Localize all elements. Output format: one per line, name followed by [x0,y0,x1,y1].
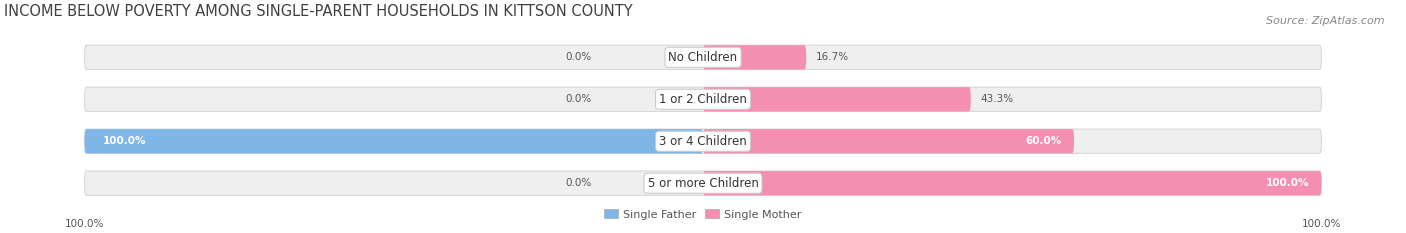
FancyBboxPatch shape [703,129,1074,153]
FancyBboxPatch shape [84,129,1322,153]
FancyBboxPatch shape [84,129,703,153]
FancyBboxPatch shape [84,87,1322,111]
FancyBboxPatch shape [703,87,970,111]
Text: 5 or more Children: 5 or more Children [648,177,758,190]
Text: 43.3%: 43.3% [980,94,1014,104]
Text: 100.0%: 100.0% [103,136,146,146]
FancyBboxPatch shape [84,45,1322,69]
Text: 0.0%: 0.0% [565,178,592,188]
Text: 16.7%: 16.7% [815,52,849,62]
Text: Source: ZipAtlas.com: Source: ZipAtlas.com [1267,16,1385,26]
Text: 60.0%: 60.0% [1025,136,1062,146]
Text: 100.0%: 100.0% [1265,178,1309,188]
FancyBboxPatch shape [703,171,1322,195]
FancyBboxPatch shape [84,171,1322,195]
FancyBboxPatch shape [703,45,806,69]
Legend: Single Father, Single Mother: Single Father, Single Mother [600,205,806,224]
Text: No Children: No Children [668,51,738,64]
Text: 0.0%: 0.0% [565,52,592,62]
Text: 0.0%: 0.0% [565,94,592,104]
Text: 1 or 2 Children: 1 or 2 Children [659,93,747,106]
Text: INCOME BELOW POVERTY AMONG SINGLE-PARENT HOUSEHOLDS IN KITTSON COUNTY: INCOME BELOW POVERTY AMONG SINGLE-PARENT… [4,4,633,19]
Text: 3 or 4 Children: 3 or 4 Children [659,135,747,148]
